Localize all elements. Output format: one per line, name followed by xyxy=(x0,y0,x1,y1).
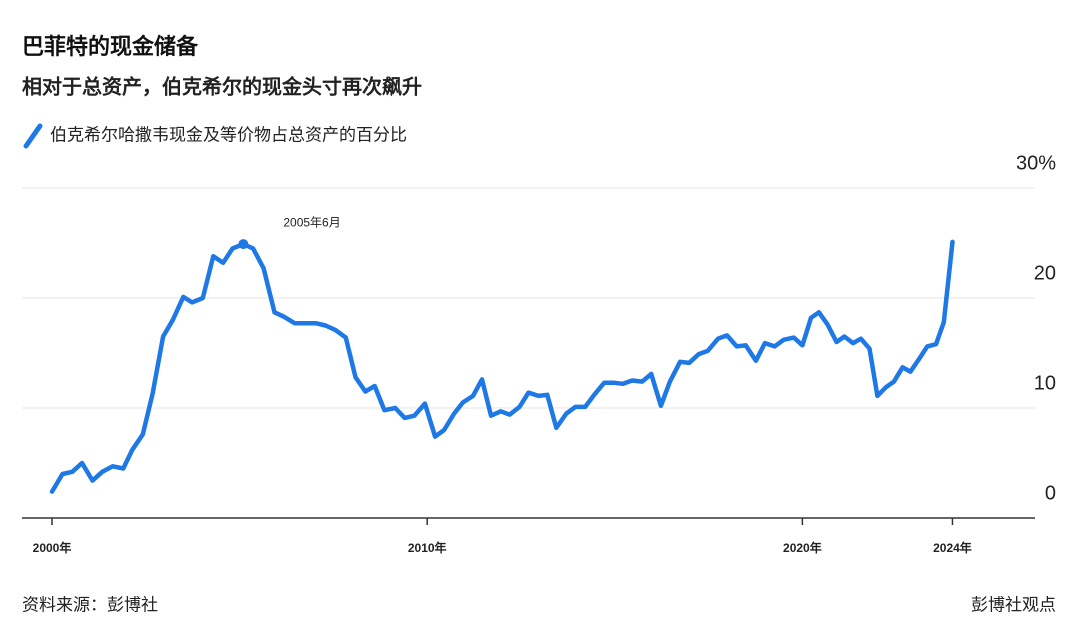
x-tick-label: 2010年 xyxy=(408,540,447,555)
y-tick-label: 10 xyxy=(1034,372,1056,394)
y-tick-label: 0 xyxy=(1045,482,1056,504)
chart-subtitle: 相对于总资产，伯克希尔的现金头寸再次飙升 xyxy=(22,74,422,98)
x-tick-label: 2020年 xyxy=(783,540,822,555)
annotation: 2005年6月 xyxy=(283,215,340,229)
y-tick-label: 20 xyxy=(1034,262,1056,284)
chart-title: 巴菲特的现金储备 xyxy=(22,34,199,59)
y-tick-label: 30% xyxy=(1016,152,1056,174)
annotation-point xyxy=(238,239,249,250)
x-tick-label: 2024年 xyxy=(933,540,972,555)
legend-label: 伯克希尔哈撒韦现金及等价物占总资产的百分比 xyxy=(50,125,407,144)
source: 资料来源：彭博社 xyxy=(22,595,158,614)
legend-swatch xyxy=(23,123,43,149)
data-line xyxy=(49,239,955,494)
x-tick-label: 2000年 xyxy=(33,540,72,555)
credit: 彭博社观点 xyxy=(971,595,1056,614)
